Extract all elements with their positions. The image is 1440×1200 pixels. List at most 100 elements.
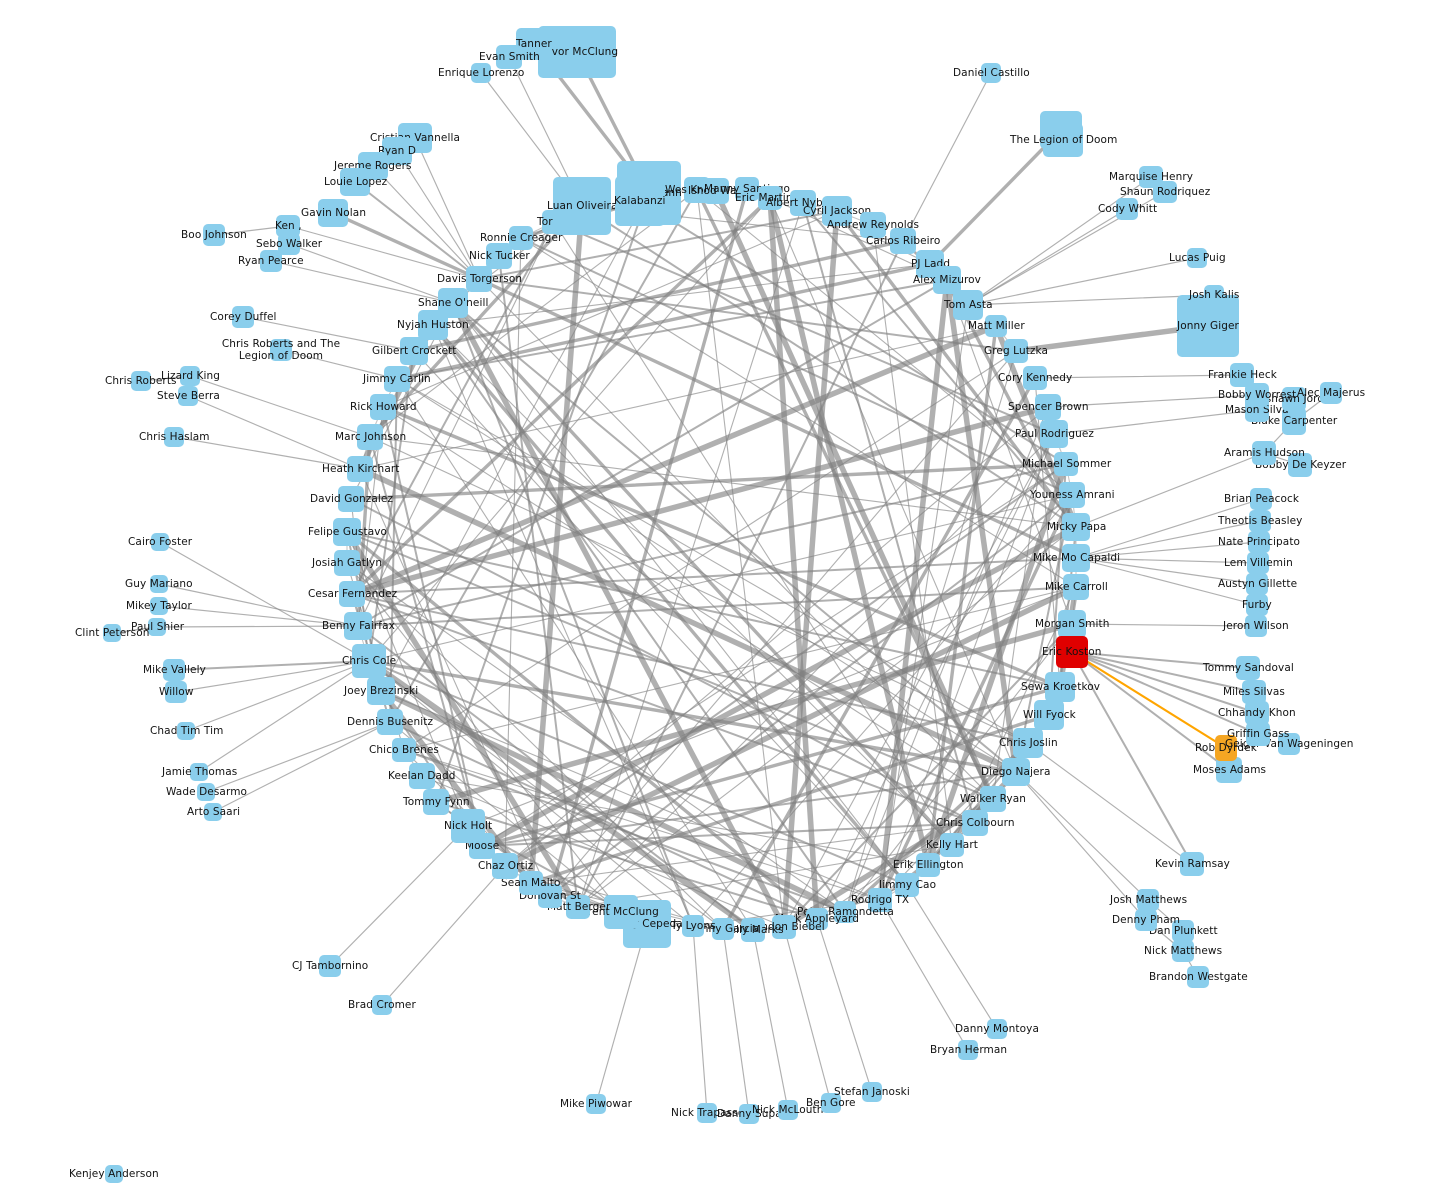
graph-node-jimmy-cao[interactable] — [895, 873, 919, 897]
graph-node-nick-mclouth[interactable] — [778, 1100, 798, 1120]
graph-node-josiah-gatlyn[interactable] — [334, 550, 360, 576]
graph-node-kelly-marks[interactable] — [741, 918, 765, 942]
graph-node-gavin-nolan[interactable] — [318, 199, 348, 227]
graph-node-nick-matthews[interactable] — [1172, 940, 1194, 962]
graph-node-dan-plunkett[interactable] — [1172, 920, 1194, 942]
graph-node-theotis-beasley[interactable] — [1249, 510, 1271, 532]
graph-node-shane-oneill[interactable] — [438, 288, 468, 318]
graph-node-ronnie-creager[interactable] — [509, 226, 533, 250]
graph-node-steve-berra[interactable] — [178, 386, 198, 406]
graph-node-josh-matthews[interactable] — [1137, 889, 1159, 911]
graph-node-heath-kirchart[interactable] — [347, 456, 373, 482]
graph-node-miles-silvas[interactable] — [1242, 680, 1266, 704]
graph-node-davis-torgerson[interactable] — [466, 266, 492, 292]
graph-node-kenjey-anderson[interactable] — [105, 1165, 123, 1183]
graph-node-moses-adams[interactable] — [1216, 757, 1242, 783]
graph-node-paul-shier[interactable] — [148, 618, 166, 636]
graph-node-brian-peacock[interactable] — [1250, 488, 1272, 510]
graph-node-kevin-ramsay[interactable] — [1180, 852, 1204, 876]
graph-node-benny-fairfax[interactable] — [344, 612, 372, 640]
graph-node-alex-mizurov[interactable] — [933, 266, 961, 294]
graph-node-griffin-gass[interactable] — [1246, 722, 1270, 746]
graph-node-tom-asta[interactable] — [953, 290, 983, 320]
graph-node-chad-tim-tim[interactable] — [177, 722, 195, 740]
graph-node-bobby-worrest[interactable] — [1245, 383, 1269, 407]
graph-node-cj-tambornino[interactable] — [319, 955, 341, 977]
graph-node-danny-montoya[interactable] — [987, 1019, 1007, 1039]
graph-node-furby[interactable] — [1246, 594, 1268, 616]
graph-node-brandon-biebel[interactable] — [772, 915, 796, 939]
graph-node-danny-garcia[interactable] — [712, 918, 734, 940]
graph-node-david-gonzalez[interactable] — [338, 486, 364, 512]
graph-node-mark-appleyard[interactable] — [806, 908, 828, 930]
graph-node-will-fyock[interactable] — [1034, 700, 1064, 730]
graph-node-matt-berger[interactable] — [566, 895, 590, 919]
graph-node-cody-whitt[interactable] — [1116, 198, 1138, 220]
graph-node-tommy-sandoval[interactable] — [1236, 656, 1260, 680]
graph-node-chaz-ortiz[interactable] — [492, 853, 518, 879]
graph-node-danny-supa[interactable] — [739, 1104, 759, 1124]
graph-node-micky-papa[interactable] — [1062, 513, 1090, 541]
graph-node-kalabanzi[interactable] — [615, 176, 665, 226]
graph-node-louie-lopez[interactable] — [340, 168, 370, 196]
graph-node-morgan-smith[interactable] — [1058, 610, 1086, 638]
graph-node-mikey-taylor[interactable] — [150, 597, 168, 615]
graph-node-cory-kennedy[interactable] — [1023, 366, 1047, 390]
graph-node-ken[interactable] — [276, 215, 300, 237]
graph-node-ben-gore[interactable] — [821, 1093, 841, 1113]
graph-node-shaun-rodriquez[interactable] — [1153, 181, 1177, 203]
graph-node-cyril-jackson[interactable] — [822, 196, 852, 226]
graph-node-michael-sommer[interactable] — [1054, 452, 1078, 476]
graph-node-bobby-de-keyzer[interactable] — [1288, 453, 1312, 477]
graph-node-diego-najera[interactable] — [1002, 758, 1030, 786]
graph-node-clint-peterson[interactable] — [103, 624, 121, 642]
graph-node-cairo-foster[interactable] — [151, 533, 169, 551]
graph-node-spencer-brown[interactable] — [1035, 394, 1061, 420]
graph-node-ryan-pearce[interactable] — [260, 250, 282, 272]
graph-node-nick-holt[interactable] — [451, 809, 485, 843]
graph-node-lizard-king[interactable] — [180, 366, 200, 386]
graph-node-felipe-gustavo[interactable] — [333, 518, 361, 546]
graph-node-chris-cole[interactable] — [352, 644, 386, 678]
graph-node-jamie-thomas[interactable] — [190, 763, 208, 781]
graph-node-rick-howard[interactable] — [370, 394, 396, 420]
graph-node-manny-santiago[interactable] — [735, 177, 759, 201]
graph-node-walker-ryan[interactable] — [980, 786, 1006, 812]
graph-node-aramis-hudson[interactable] — [1252, 441, 1276, 465]
graph-node-tanner[interactable] — [516, 28, 552, 60]
graph-node-kelly-hart[interactable] — [940, 833, 964, 857]
graph-node-chris-colbourn[interactable] — [962, 810, 988, 836]
graph-node-arto-saari[interactable] — [204, 803, 222, 821]
graph-node-mike-carroll[interactable] — [1063, 574, 1089, 600]
graph-node-nick-trapasso[interactable] — [697, 1103, 717, 1123]
graph-node-blake-carpenter[interactable] — [1282, 407, 1306, 435]
graph-node-wade-desarmo[interactable] — [197, 783, 215, 801]
graph-node-erik-ellington[interactable] — [916, 853, 940, 877]
graph-node-chris-roberts-legion[interactable] — [270, 339, 292, 361]
graph-node-marc-johnson[interactable] — [357, 424, 383, 450]
graph-node-carlos-ribeiro[interactable] — [890, 228, 916, 254]
graph-node-evan-smith[interactable] — [496, 45, 522, 69]
graph-node-andrew-reynolds[interactable] — [860, 212, 886, 238]
graph-node-jimmy-carlin[interactable] — [384, 366, 410, 392]
graph-node-mike-vallely[interactable] — [163, 659, 185, 681]
graph-node-joey-brezinski[interactable] — [367, 677, 395, 705]
graph-node-boo-johnson[interactable] — [203, 224, 225, 246]
graph-node-lem-villemin[interactable] — [1247, 552, 1269, 574]
graph-node-chhandy-khon[interactable] — [1245, 701, 1269, 725]
graph-node-trent-mcclung[interactable] — [604, 895, 638, 929]
graph-node-corey-duffel[interactable] — [232, 306, 254, 328]
graph-node-sewa-kroetkov[interactable] — [1045, 672, 1075, 702]
graph-node-mike-mo-capaldi[interactable] — [1062, 544, 1090, 572]
graph-node-eric-koston[interactable] — [1056, 636, 1088, 668]
graph-node-alec-majerus[interactable] — [1320, 382, 1342, 404]
graph-node-ishod-wair[interactable] — [703, 178, 729, 204]
graph-node-dashawn-jordan[interactable] — [1282, 387, 1306, 411]
graph-node-albert-nyberg[interactable] — [790, 190, 816, 216]
graph-node-chris-roberts[interactable] — [131, 371, 151, 391]
graph-node-brad-cromer[interactable] — [372, 995, 392, 1015]
graph-node-josh-kalis[interactable] — [1204, 285, 1224, 305]
graph-node-greg-lutzka[interactable] — [1004, 339, 1028, 363]
graph-node-enrique-lorenzo[interactable] — [471, 63, 491, 83]
